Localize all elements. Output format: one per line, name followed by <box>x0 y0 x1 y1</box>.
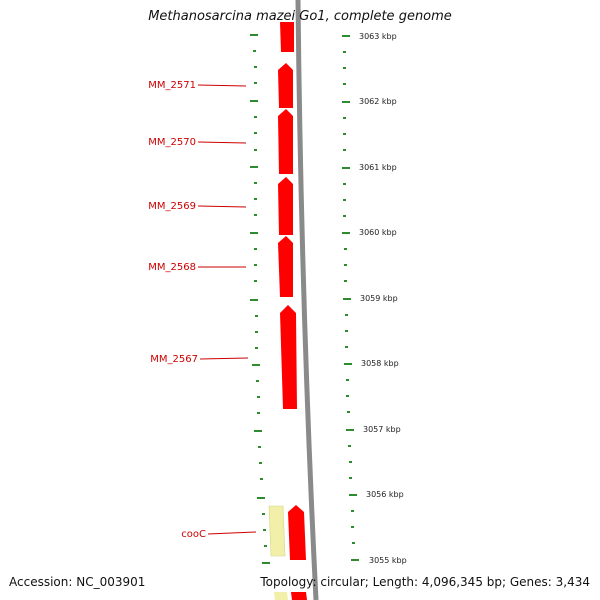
kbp-label: 3063 kbp <box>359 32 397 41</box>
gene-arrow-partial-bottom[interactable] <box>291 592 307 600</box>
gene-arrow-partial-top[interactable] <box>280 22 294 52</box>
gene-label-mm-2570[interactable]: MM_2570 <box>148 137 196 148</box>
gene-label-mm-2569[interactable]: MM_2569 <box>148 201 196 212</box>
label-leader-line <box>207 531 257 535</box>
gene-pale-partial-bottom[interactable] <box>274 592 288 600</box>
label-leader-line <box>199 357 249 360</box>
label-leader-line <box>197 84 247 87</box>
gene-label-mm-2567[interactable]: MM_2567 <box>150 354 198 365</box>
gene-pale-block[interactable] <box>268 505 286 557</box>
kbp-label: 3061 kbp <box>359 163 397 172</box>
kbp-label: 3057 kbp <box>363 425 401 434</box>
gene-arrow-mm-2567[interactable] <box>280 305 297 409</box>
accession-text: Accession: NC_003901 <box>9 575 146 589</box>
topology-text: Topology: circular; Length: 4,096,345 bp… <box>260 575 590 589</box>
label-leader-line <box>197 141 247 144</box>
kbp-label: 3056 kbp <box>366 490 404 499</box>
gene-arrow-cooc[interactable] <box>288 505 306 560</box>
map-title: Methanosarcina mazei Go1, complete genom… <box>148 9 452 24</box>
gene-label-mm-2568[interactable]: MM_2568 <box>148 262 196 273</box>
left-tick-column <box>250 34 270 564</box>
label-leader-line <box>197 205 247 208</box>
kbp-label: 3059 kbp <box>360 294 398 303</box>
gene-arrow-mm-2568[interactable] <box>278 236 293 297</box>
kbp-label: 3062 kbp <box>359 97 397 106</box>
gene-label-mm-2571[interactable]: MM_2571 <box>148 80 196 91</box>
kbp-label: 3060 kbp <box>359 228 397 237</box>
gene-arrow-mm-2570[interactable] <box>278 109 293 174</box>
gene-label-cooc[interactable]: cooC <box>181 529 206 540</box>
gene-arrow-mm-2571[interactable] <box>278 63 293 108</box>
kbp-label: 3055 kbp <box>369 556 407 565</box>
right-tick-column <box>342 35 359 561</box>
kbp-label: 3058 kbp <box>361 359 399 368</box>
genome-backbone <box>295 0 319 600</box>
gene-arrow-mm-2569[interactable] <box>278 177 293 235</box>
